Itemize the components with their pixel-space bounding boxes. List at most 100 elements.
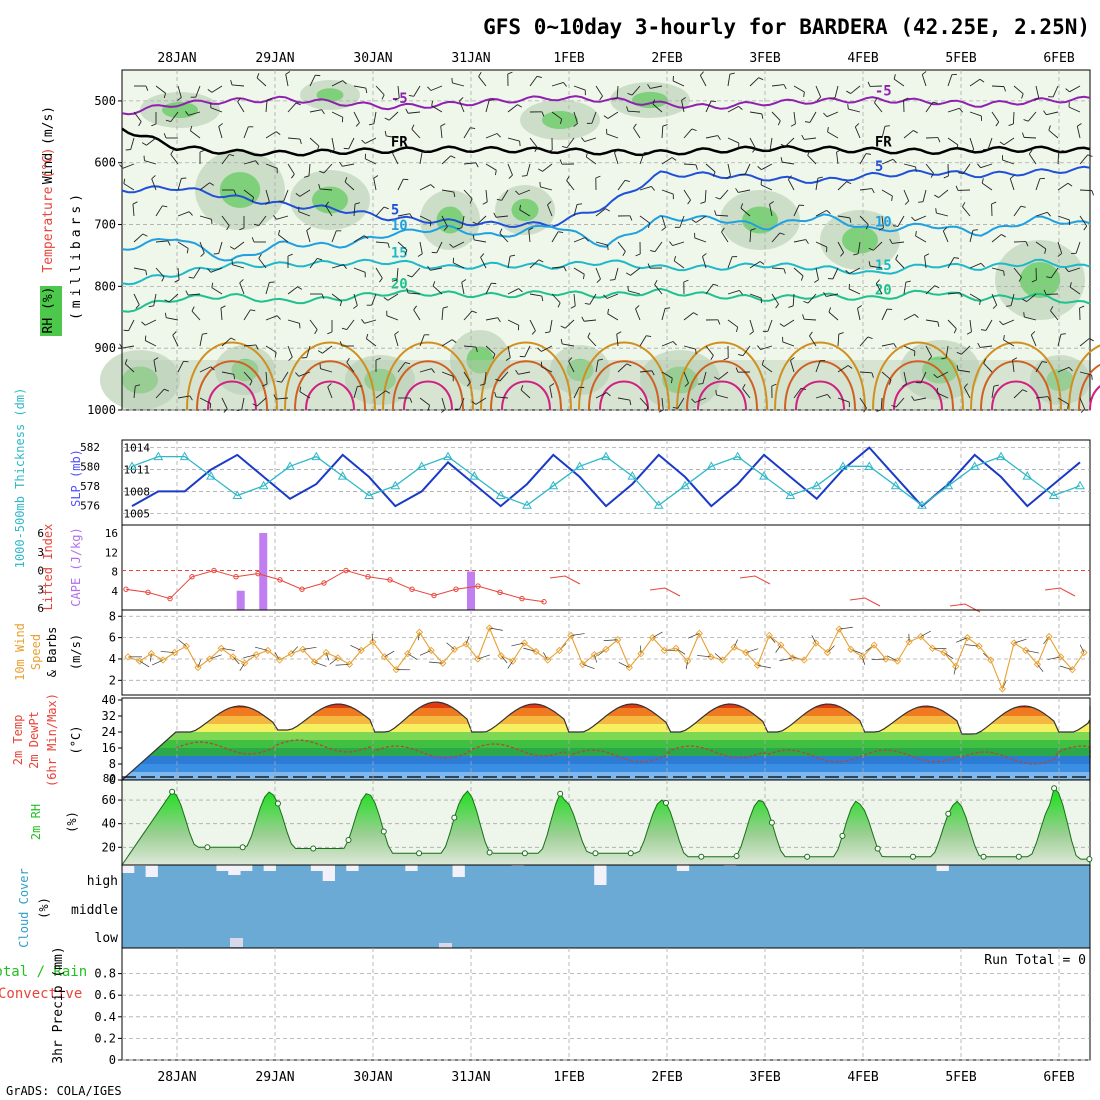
wind-barb-flag — [587, 332, 591, 338]
thickness-point — [311, 451, 322, 461]
wind-point — [987, 656, 995, 664]
wind-barb — [459, 397, 465, 410]
wind-barb — [430, 85, 443, 91]
wind-barb-flag — [684, 382, 689, 387]
top-date-label: 2FEB — [651, 51, 682, 66]
wind10-barb — [255, 646, 268, 651]
bottom-date-label: 3FEB — [749, 1070, 780, 1085]
wind-barb — [837, 397, 850, 403]
wind-barb-flag — [846, 90, 851, 94]
wind-barb — [1030, 334, 1037, 347]
wind-barb-flag — [467, 381, 471, 387]
wind-barb — [485, 317, 498, 321]
surface-isotherm — [1068, 344, 1100, 411]
isotherm-label: -5 — [391, 91, 408, 107]
wind-barb-flag — [953, 257, 960, 259]
wind-barb — [476, 215, 487, 225]
wind-barb-flag — [783, 84, 787, 90]
wind-barb-flag — [258, 253, 262, 259]
wind-barb — [485, 100, 490, 113]
wind-barb-flag — [297, 286, 303, 290]
wind-point — [870, 641, 878, 649]
wind-barb — [1035, 85, 1040, 98]
wind-barb — [815, 209, 827, 217]
wind-barb-flag — [314, 329, 318, 335]
top-date-label: 5FEB — [945, 51, 976, 66]
wind-barb-flag — [239, 227, 245, 231]
wind-point — [1033, 660, 1042, 668]
temp-band — [122, 748, 1090, 756]
rh-blob-core — [466, 346, 494, 374]
wind-barb — [803, 318, 817, 321]
wind-barb-flag — [202, 332, 208, 335]
wind-barb — [727, 290, 740, 295]
wind-barb-flag — [1057, 253, 1062, 257]
wind-barb — [859, 336, 869, 347]
wind-barb-flag — [1022, 132, 1025, 138]
wind-point — [299, 645, 307, 654]
wind-barb-flag — [368, 123, 375, 126]
wind-barb — [155, 240, 168, 243]
wind-barb-flag — [599, 95, 603, 101]
wind-barb — [705, 135, 718, 139]
wind-barb — [388, 111, 399, 121]
wind-barb — [1057, 241, 1063, 254]
wind-barb-flag — [956, 144, 959, 150]
wind-barb — [496, 215, 509, 218]
wind-barb-flag — [496, 198, 502, 201]
wind-barb — [881, 158, 894, 165]
wind10-barb — [239, 663, 245, 671]
wind-barb-flag — [915, 166, 917, 172]
wind-barb-flag — [521, 175, 527, 177]
wind-point — [928, 644, 937, 652]
rh-point — [310, 845, 317, 852]
wind-barb-flag — [1018, 277, 1022, 282]
wind-barb-flag — [827, 394, 831, 399]
wind-barb-flag — [1065, 267, 1069, 272]
wind-barb-flag — [651, 370, 655, 376]
wind-barb — [529, 137, 538, 148]
rh-point — [945, 810, 952, 817]
wind-barb — [631, 85, 641, 96]
wind-barb — [243, 160, 256, 165]
wind-barb-flag — [905, 280, 911, 283]
wind-barb — [397, 241, 408, 251]
wind-barb-flag — [809, 331, 813, 337]
bottom-date-label: 6FEB — [1043, 1070, 1074, 1085]
wind-barb — [283, 189, 289, 202]
wind-barb-flag — [992, 304, 998, 309]
wind-point — [753, 661, 762, 670]
wind-barb — [1069, 85, 1081, 93]
wind-barb — [419, 184, 431, 191]
wind10-barb — [955, 637, 968, 643]
wind-barb-flag — [867, 81, 871, 87]
surface-isotherm — [490, 360, 562, 411]
wind-barb — [408, 111, 421, 114]
wind-point — [485, 624, 494, 632]
wind-barb — [199, 241, 205, 254]
wind-barb — [595, 392, 607, 399]
wind-barb-flag — [928, 356, 932, 361]
cape-bar — [467, 571, 475, 610]
wind-barb-flag — [752, 148, 756, 153]
wind-barb — [124, 363, 135, 373]
wind-barb-flag — [673, 255, 677, 262]
li-point — [497, 589, 503, 596]
wind-barb-flag — [566, 176, 570, 181]
wind-barb — [782, 161, 795, 165]
wind-barb-flag — [408, 94, 414, 97]
isotherm-label: 10 — [391, 218, 408, 234]
wind-point — [1057, 653, 1065, 661]
wind-barb-flag — [991, 201, 997, 205]
wind-point — [520, 639, 529, 647]
wind-barb — [128, 319, 135, 331]
wind-barb-flag — [489, 99, 495, 101]
rh-point — [698, 853, 705, 860]
wind-barb — [716, 394, 729, 399]
wind-barb-flag — [847, 365, 853, 369]
wind-barb — [309, 137, 320, 147]
wind-barb-flag — [295, 193, 301, 197]
wind-barb-flag — [496, 133, 501, 138]
wind-barb — [699, 75, 707, 87]
cloud-gap — [310, 865, 324, 871]
